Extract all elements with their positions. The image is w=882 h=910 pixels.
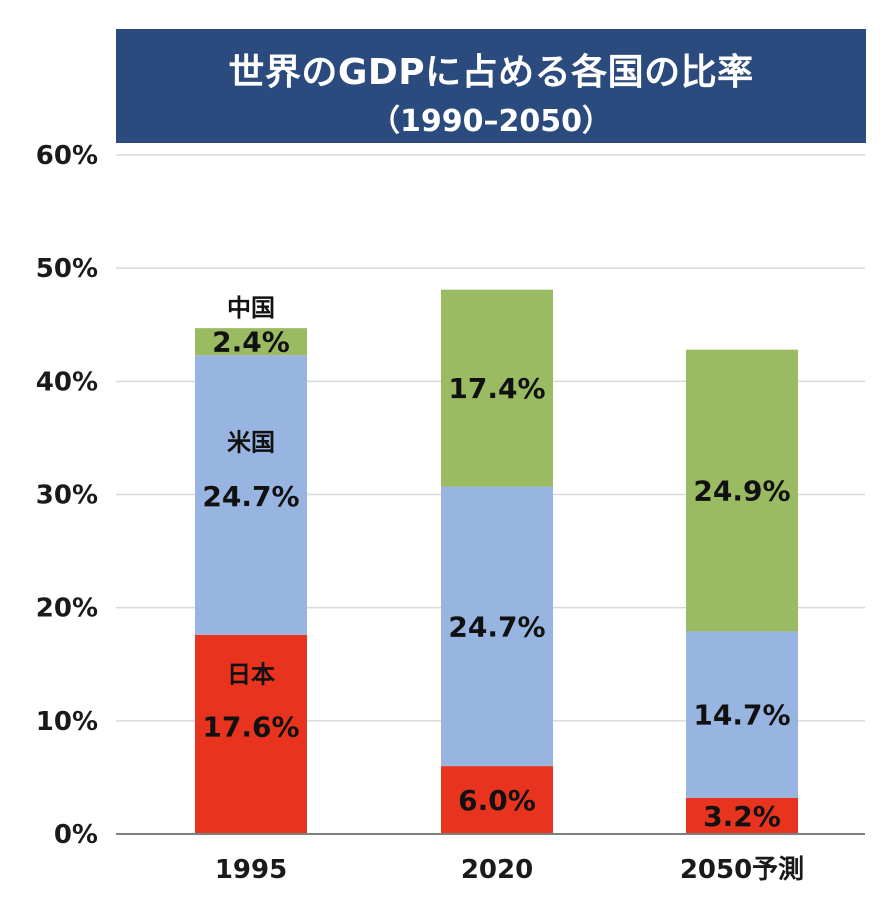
x-tick-label: 1995 [215,855,287,885]
data-label: 2.4% [212,326,290,359]
bar-segment [195,634,307,834]
bar-segment [441,486,553,767]
y-tick-label: 60% [36,141,98,171]
bar-segment [195,355,307,635]
data-label: 24.7% [202,480,299,513]
bar-segment [195,328,307,356]
data-label: 14.7% [693,699,790,732]
data-label: 24.7% [448,610,545,643]
y-tick-label: 20% [36,594,98,624]
series-label-china: 中国 [227,294,275,322]
data-label: 24.9% [693,475,790,508]
y-tick-label: 10% [36,707,98,737]
chart-title: 世界のGDPに占める各国の比率 [228,52,754,93]
data-label: 3.2% [703,800,781,833]
data-label: 6.0% [458,784,536,817]
series-label-usa: 米国 [227,428,275,456]
bar-segment [686,631,798,798]
title-banner: 世界のGDPに占める各国の比率 （1990–2050） [116,29,866,143]
data-label: 17.4% [448,372,545,405]
bar-segment [686,797,798,834]
y-tick-label: 50% [36,254,98,284]
bar-segment [686,349,798,632]
y-tick-label: 30% [36,481,98,511]
x-tick-label: 2050予測 [680,855,804,885]
data-label: 17.6% [202,711,299,744]
y-tick-label: 0% [54,820,98,850]
x-tick-label: 2020 [461,855,533,885]
series-label-japan: 日本 [227,660,275,688]
chart-subtitle: （1990–2050） [370,104,612,139]
bar-segment [441,289,553,487]
y-tick-label: 40% [36,367,98,397]
bar-segment [441,766,553,834]
